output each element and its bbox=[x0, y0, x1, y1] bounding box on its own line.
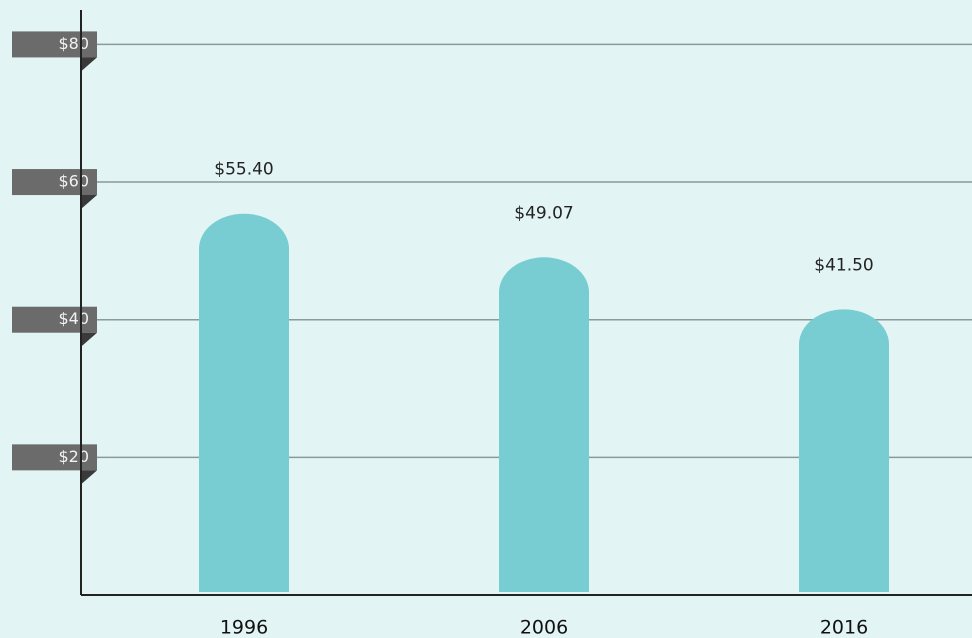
value-label: $41.50 bbox=[814, 255, 873, 275]
y-tick-tag-fold bbox=[81, 470, 97, 485]
bar bbox=[799, 309, 889, 592]
y-tick-tag bbox=[12, 444, 97, 471]
y-tick-tag bbox=[12, 169, 97, 196]
bar bbox=[499, 257, 589, 592]
y-tick-tag-fold bbox=[81, 57, 97, 72]
y-tick-tag-fold bbox=[81, 195, 97, 210]
x-tick-label: 1996 bbox=[220, 617, 268, 638]
y-tick-tag bbox=[12, 31, 97, 58]
y-tick-label: $20 bbox=[58, 447, 89, 466]
bar bbox=[199, 213, 289, 592]
y-tick-label: $60 bbox=[58, 172, 89, 191]
y-tick-tag bbox=[12, 306, 97, 333]
y-tick-label: $80 bbox=[58, 34, 89, 53]
x-tick-label: 2016 bbox=[820, 617, 868, 638]
value-label: $55.40 bbox=[214, 160, 273, 180]
y-tick-label: $40 bbox=[58, 309, 89, 328]
y-tick-tag-fold bbox=[81, 332, 97, 347]
value-label: $49.07 bbox=[514, 203, 573, 223]
x-tick-label: 2006 bbox=[520, 617, 568, 638]
